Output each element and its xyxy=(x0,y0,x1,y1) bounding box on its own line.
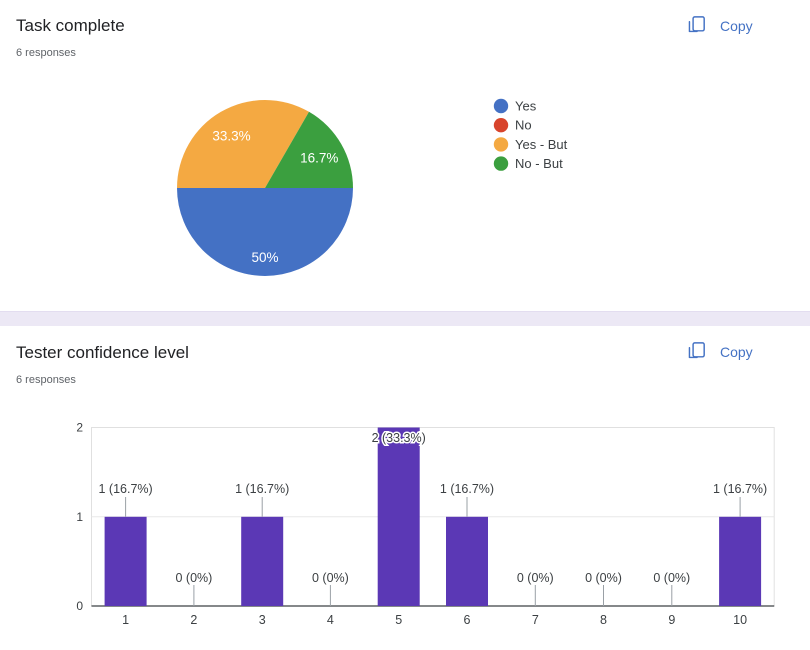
svg-text:1 (16.7%): 1 (16.7%) xyxy=(98,482,152,496)
svg-text:3: 3 xyxy=(259,613,266,627)
svg-text:1 (16.7%): 1 (16.7%) xyxy=(235,482,289,496)
svg-text:0 (0%): 0 (0%) xyxy=(653,571,690,585)
svg-text:1: 1 xyxy=(122,613,129,627)
svg-text:4: 4 xyxy=(327,613,334,627)
svg-text:0 (0%): 0 (0%) xyxy=(312,571,349,585)
svg-text:8: 8 xyxy=(600,613,607,627)
svg-text:2: 2 xyxy=(190,613,197,627)
svg-text:6: 6 xyxy=(464,613,471,627)
svg-text:2: 2 xyxy=(76,421,83,435)
svg-text:0 (0%): 0 (0%) xyxy=(175,571,212,585)
svg-text:1 (16.7%): 1 (16.7%) xyxy=(713,482,767,496)
svg-text:9: 9 xyxy=(668,613,675,627)
svg-text:0: 0 xyxy=(76,599,83,613)
svg-text:1: 1 xyxy=(76,510,83,524)
svg-text:0 (0%): 0 (0%) xyxy=(517,571,554,585)
svg-text:7: 7 xyxy=(532,613,539,627)
svg-text:10: 10 xyxy=(733,613,747,627)
svg-text:0 (0%): 0 (0%) xyxy=(585,571,622,585)
svg-text:5: 5 xyxy=(395,613,402,627)
svg-text:2 (33.3%): 2 (33.3%) xyxy=(372,431,426,445)
svg-text:1 (16.7%): 1 (16.7%) xyxy=(440,482,494,496)
